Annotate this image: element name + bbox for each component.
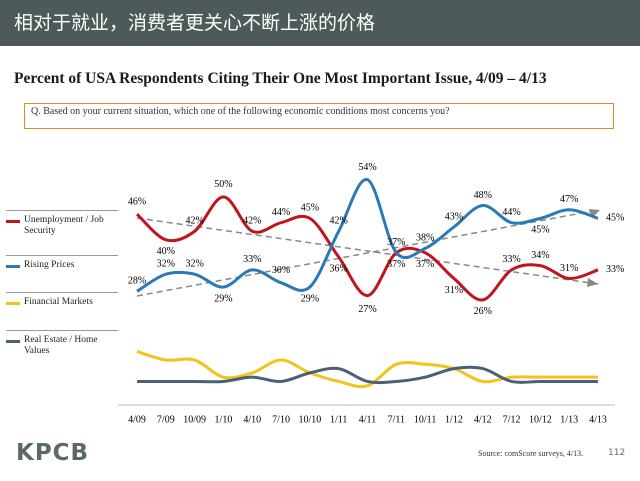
header-title: 相对于就业，消费者更关心不断上涨的价格 bbox=[0, 0, 640, 46]
series-line bbox=[137, 365, 598, 385]
x-tick-label: 7/12 bbox=[503, 414, 521, 425]
page-number: 112 bbox=[608, 448, 626, 458]
data-label: 43% bbox=[445, 211, 463, 222]
data-label: 34% bbox=[531, 250, 549, 261]
data-label: 37% bbox=[416, 259, 434, 270]
data-label: 33% bbox=[502, 254, 520, 265]
legend-swatch bbox=[6, 302, 20, 305]
series-line bbox=[136, 349, 598, 389]
x-tick-label: 1/12 bbox=[445, 414, 463, 425]
x-tick-label: 10/10 bbox=[298, 414, 321, 425]
question: Q. Based on your current situation, whic… bbox=[24, 103, 614, 129]
x-tick-label: 10/11 bbox=[414, 414, 436, 425]
data-label: 30% bbox=[272, 265, 290, 276]
data-label: 42% bbox=[330, 216, 348, 227]
legend-item: Real Estate / Home Values bbox=[6, 330, 118, 357]
data-label: 44% bbox=[272, 207, 290, 218]
x-tick-label: 4/11 bbox=[359, 414, 376, 425]
data-label: 27% bbox=[358, 304, 376, 315]
x-tick-label: 10/09 bbox=[183, 414, 206, 425]
data-label: 29% bbox=[214, 293, 232, 304]
data-label: 37% bbox=[387, 259, 405, 270]
data-label: 40% bbox=[157, 246, 175, 257]
x-tick-label: 4/10 bbox=[243, 414, 261, 425]
data-label: 45% bbox=[606, 213, 624, 224]
data-label: 50% bbox=[214, 179, 232, 190]
data-label: 45% bbox=[531, 225, 549, 236]
series-line bbox=[136, 178, 599, 293]
legend-label: Real Estate / Home Values bbox=[24, 335, 98, 356]
legend-item: Financial Markets bbox=[6, 292, 118, 308]
legend-item: Rising Prices bbox=[6, 255, 118, 271]
data-label: 32% bbox=[185, 258, 203, 269]
legend-swatch bbox=[6, 220, 20, 223]
x-tick-label: 1/10 bbox=[215, 414, 233, 425]
x-tick-label: 1/11 bbox=[330, 414, 347, 425]
legend-label: Unemployment / Job Security bbox=[24, 215, 104, 236]
chart-title: Percent of USA Respondents Citing Their … bbox=[14, 70, 547, 87]
data-label: 48% bbox=[474, 190, 492, 201]
legend-swatch bbox=[6, 265, 20, 268]
x-tick-label: 4/12 bbox=[474, 414, 492, 425]
data-label: 42% bbox=[243, 216, 261, 227]
trend-line bbox=[136, 209, 599, 297]
trend-line bbox=[136, 217, 599, 285]
legend-label: Rising Prices bbox=[24, 260, 75, 270]
x-tick-label: 4/13 bbox=[589, 414, 607, 425]
data-label: 36% bbox=[330, 263, 348, 274]
data-label: 37% bbox=[387, 237, 405, 248]
x-tick-label: 1/13 bbox=[560, 414, 578, 425]
data-label: 46% bbox=[128, 196, 146, 207]
data-label: 26% bbox=[474, 306, 492, 317]
x-tick-label: 4/09 bbox=[128, 414, 146, 425]
data-label: 28% bbox=[128, 276, 146, 287]
data-label: 33% bbox=[606, 264, 624, 275]
source: Source: comScore surveys, 4/13. bbox=[478, 449, 584, 458]
data-label: 54% bbox=[358, 162, 376, 173]
legend-item: Unemployment / Job Security bbox=[6, 210, 118, 237]
data-label: 31% bbox=[445, 285, 463, 296]
x-tick-label: 7/11 bbox=[388, 414, 405, 425]
x-tick-label: 7/10 bbox=[272, 414, 290, 425]
data-label: 38% bbox=[416, 233, 434, 244]
legend-label: Financial Markets bbox=[24, 297, 93, 307]
data-label: 44% bbox=[502, 207, 520, 218]
x-tick-label: 10/12 bbox=[529, 414, 552, 425]
data-label: 31% bbox=[560, 263, 578, 274]
data-label: 29% bbox=[301, 293, 319, 304]
data-label: 47% bbox=[560, 194, 578, 205]
trend-arrow bbox=[587, 278, 598, 287]
logo: KPCB bbox=[16, 440, 90, 466]
series-line bbox=[135, 195, 599, 302]
data-label: 33% bbox=[243, 254, 261, 265]
data-label: 42% bbox=[185, 216, 203, 227]
legend-swatch bbox=[6, 340, 20, 343]
x-tick-label: 7/09 bbox=[157, 414, 175, 425]
data-label: 45% bbox=[301, 203, 319, 214]
data-label: 32% bbox=[157, 258, 175, 269]
